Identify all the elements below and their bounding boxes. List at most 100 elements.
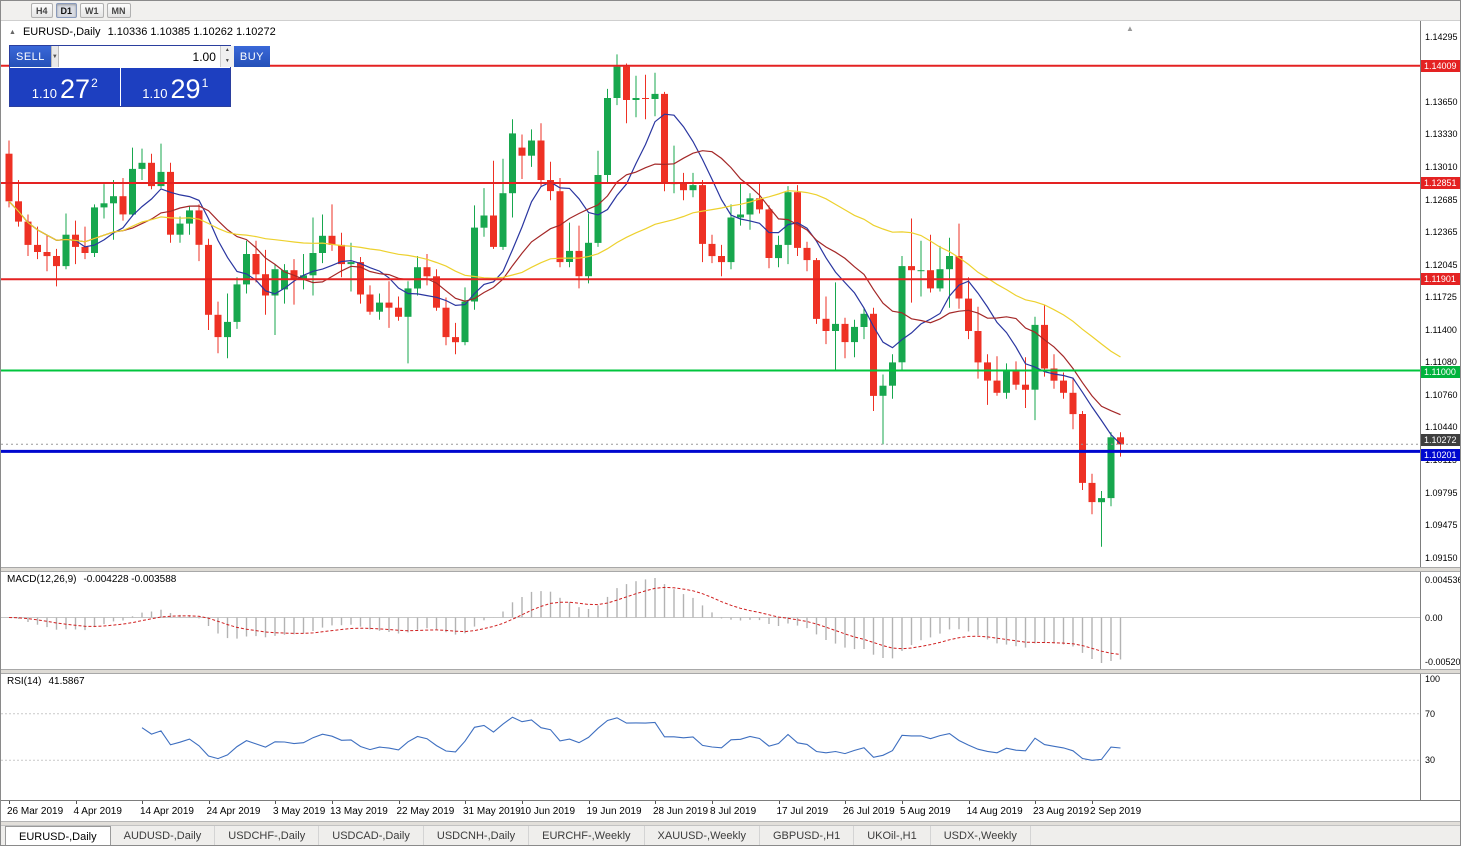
macd-axis-label: 0.00 bbox=[1425, 613, 1443, 623]
volume-down-arrow[interactable]: ▼ bbox=[220, 56, 234, 67]
trade-controls-row: SELL ▼ ▲ ▼ BUY bbox=[10, 46, 270, 68]
sell-button[interactable]: SELL bbox=[10, 46, 51, 67]
chart-symbol-label: EURUSD-,Daily bbox=[22, 26, 101, 38]
date-axis-tick bbox=[9, 801, 10, 804]
buy-price-display[interactable]: 1.10 29 1 bbox=[120, 68, 230, 106]
price-marker: 1.10272 bbox=[1421, 434, 1460, 446]
chart-ohlc-values: 1.10336 1.10385 1.10262 1.10272 bbox=[107, 26, 276, 38]
date-axis-label: 14 Apr 2019 bbox=[140, 806, 194, 817]
rsi-axis-label: 100 bbox=[1425, 674, 1441, 684]
chart-tab-eurchf-weekly[interactable]: EURCHF-,Weekly bbox=[529, 826, 645, 845]
timeframe-button-h4[interactable]: H4 bbox=[31, 3, 53, 18]
volume-field: ▲ ▼ bbox=[58, 46, 234, 67]
price-axis-label: 1.10440 bbox=[1425, 422, 1458, 432]
price-axis-label: 1.09150 bbox=[1425, 553, 1458, 563]
sell-price-main: 1.10 bbox=[31, 86, 58, 101]
date-axis-label: 13 May 2019 bbox=[330, 806, 388, 817]
price-axis-label: 1.09795 bbox=[1425, 488, 1458, 498]
price-chart-panel[interactable] bbox=[1, 21, 1420, 567]
price-axis-label: 1.12045 bbox=[1425, 260, 1458, 270]
date-axis-label: 2 Sep 2019 bbox=[1090, 806, 1142, 817]
volume-stepper: ▲ ▼ bbox=[219, 46, 234, 67]
chart-tab-usdx-weekly[interactable]: USDX-,Weekly bbox=[931, 826, 1031, 845]
price-axis-label: 1.12685 bbox=[1425, 195, 1458, 205]
rsi-name: RSI(14) bbox=[7, 676, 42, 687]
volume-up-arrow[interactable]: ▲ bbox=[220, 46, 234, 57]
date-axis-tick bbox=[655, 801, 656, 804]
rsi-value: 41.5867 bbox=[48, 676, 85, 687]
price-axis-label: 1.14295 bbox=[1425, 32, 1458, 42]
date-axis-label: 28 Jun 2019 bbox=[653, 806, 709, 817]
chart-tab-audusd-daily[interactable]: AUDUSD-,Daily bbox=[111, 826, 216, 845]
date-axis-tick bbox=[778, 801, 780, 804]
price-axis-label: 1.11725 bbox=[1425, 292, 1457, 302]
macd-panel[interactable]: MACD(12,26,9) -0.004228 -0.003588 bbox=[1, 572, 1420, 669]
timeframe-button-w1[interactable]: W1 bbox=[80, 3, 104, 18]
sell-price-point: 2 bbox=[91, 76, 98, 90]
price-marker: 1.14009 bbox=[1421, 60, 1460, 72]
macd-indicator-label: MACD(12,26,9) -0.004228 -0.003588 bbox=[7, 574, 176, 585]
buy-price-main: 1.10 bbox=[142, 86, 168, 101]
one-click-trading-panel: SELL ▼ ▲ ▼ BUY 1.10 27 2 1.10 29 bbox=[9, 45, 270, 107]
date-axis-tick bbox=[398, 801, 400, 804]
panel-separator-macd[interactable] bbox=[1, 567, 1460, 572]
date-axis-tick bbox=[845, 801, 846, 804]
date-axis-tick bbox=[75, 801, 77, 804]
date-axis-tick bbox=[208, 801, 210, 804]
rsi-axis-label: 30 bbox=[1425, 755, 1436, 765]
chart-title: ▲ EURUSD-,Daily 1.10336 1.10385 1.10262 … bbox=[9, 26, 276, 38]
macd-axis-label: 0.004536 bbox=[1425, 575, 1461, 585]
date-axis-tick bbox=[522, 801, 523, 804]
chart-tab-usdcnh-daily[interactable]: USDCNH-,Daily bbox=[424, 826, 530, 845]
volume-preset-dropdown[interactable]: ▼ bbox=[50, 46, 59, 67]
date-axis-tick bbox=[712, 801, 713, 804]
collapse-trade-panel-icon[interactable]: ▲ bbox=[9, 28, 16, 36]
price-axis[interactable]: 1.14295 1.13650 1.13330 1.13010 1.12685 1.123… bbox=[1420, 21, 1461, 800]
time-axis[interactable]: 26 Mar 2019 4 Apr 2019 14 Apr 2019 24 Apr 2… bbox=[1, 800, 1460, 821]
chart-tab-usdcad-daily[interactable]: USDCAD-,Daily bbox=[319, 826, 424, 845]
sell-price-pips: 27 bbox=[60, 74, 91, 104]
price-marker: 1.10201 bbox=[1421, 449, 1460, 461]
chart-tab-gbpusd-h1[interactable]: GBPUSD-,H1 bbox=[760, 826, 855, 845]
buy-button[interactable]: BUY bbox=[233, 46, 270, 67]
chart-tab-xauusd-weekly[interactable]: XAUUSD-,Weekly bbox=[645, 826, 760, 845]
buy-price-pips: 29 bbox=[170, 74, 201, 104]
macd-values: -0.004228 -0.003588 bbox=[83, 574, 177, 585]
date-axis-label: 10 Jun 2019 bbox=[520, 806, 576, 817]
chart-tab-ukoil-h1[interactable]: UKOil-,H1 bbox=[854, 826, 931, 845]
date-axis-label: 3 May 2019 bbox=[273, 806, 326, 817]
trade-prices-row: 1.10 27 2 1.10 29 1 bbox=[10, 68, 230, 106]
date-axis-label: 26 Jul 2019 bbox=[843, 806, 895, 817]
chevron-down-icon: ▼ bbox=[51, 53, 58, 60]
rsi-axis-label: 70 bbox=[1425, 709, 1436, 719]
timeframe-button-mn[interactable]: MN bbox=[106, 3, 131, 18]
date-axis-tick bbox=[275, 801, 276, 804]
sell-price-display[interactable]: 1.10 27 2 bbox=[10, 68, 120, 106]
rsi-panel[interactable]: RSI(14) 41.5867 bbox=[1, 674, 1420, 800]
price-axis-label: 1.13650 bbox=[1425, 97, 1458, 107]
buy-price-point: 1 bbox=[201, 76, 209, 90]
date-axis-label: 8 Jul 2019 bbox=[710, 806, 757, 817]
date-axis-tick bbox=[332, 801, 333, 804]
date-axis-label: 4 Apr 2019 bbox=[73, 806, 122, 817]
status-strip bbox=[1, 821, 1460, 825]
volume-input[interactable] bbox=[58, 46, 220, 67]
panel-separator-rsi[interactable] bbox=[1, 669, 1460, 674]
macd-name: MACD(12,26,9) bbox=[7, 574, 77, 585]
date-axis-label: 14 Aug 2019 bbox=[966, 806, 1023, 817]
date-axis-tick bbox=[588, 801, 590, 804]
price-axis-label: 1.11080 bbox=[1425, 357, 1457, 367]
chart-tab-usdchf-daily[interactable]: USDCHF-,Daily bbox=[215, 826, 320, 845]
chart-shift-marker[interactable]: ▲ bbox=[1126, 24, 1134, 33]
timeframe-toolbar: H4 D1 W1 MN bbox=[1, 1, 1460, 21]
chart-tab-eurusd-daily[interactable]: EURUSD-,Daily bbox=[5, 826, 111, 845]
price-axis-label: 1.13010 bbox=[1425, 162, 1458, 172]
price-axis-label: 1.12365 bbox=[1425, 227, 1458, 237]
date-axis-tick bbox=[902, 801, 903, 804]
date-axis-tick bbox=[1035, 801, 1036, 804]
date-axis-label: 5 Aug 2019 bbox=[900, 806, 951, 817]
date-axis-tick bbox=[1092, 801, 1093, 804]
date-axis-label: 23 Aug 2019 bbox=[1033, 806, 1090, 817]
timeframe-button-d1[interactable]: D1 bbox=[55, 3, 78, 18]
